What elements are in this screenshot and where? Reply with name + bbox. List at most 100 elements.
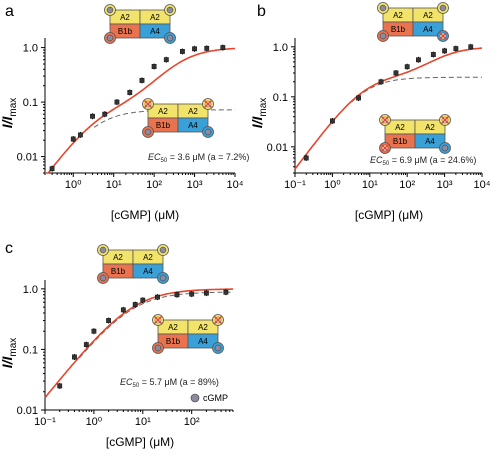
channel-cartoon-top-label-1: A2 (143, 253, 153, 262)
ec50-label-sub: 50 (133, 383, 140, 389)
channel-cartoon-bottom-site-3 (204, 128, 212, 136)
channel-cartoon-bottom-site-2 (154, 344, 162, 352)
x-tick-label: 10⁻¹ (284, 179, 306, 191)
data-point (442, 48, 447, 54)
channel-cartoon-bottom-label-3: A4 (425, 137, 435, 146)
data-point (330, 118, 335, 124)
data-point (468, 44, 474, 50)
data-point (179, 49, 185, 54)
y-tick-label: 0.1 (23, 97, 38, 109)
data-point (356, 95, 361, 101)
legend-label: cGMP (203, 393, 228, 403)
y-axis-title: I/Imax (249, 98, 269, 129)
channel-cartoon-bottom-label-0: A2 (168, 323, 178, 332)
data-point (430, 52, 436, 57)
channel-cartoon-bottom-label-2: B1b (156, 121, 171, 130)
channel-cartoon-bottom-ko-b-1 (440, 115, 450, 125)
ec50-label: EC50 = 6.9 μM (a = 24.6%) (370, 155, 476, 167)
channel-cartoon-bottom-label-2: B1b (393, 137, 408, 146)
data-point (404, 64, 410, 70)
x-axis-title: [cGMP] (μM) (106, 435, 174, 449)
data-point (127, 90, 133, 95)
data-point (453, 46, 459, 52)
x-tick-label: 10¹ (135, 416, 151, 428)
data-point (393, 70, 399, 76)
y-tick-label: 0.1 (23, 344, 38, 356)
ec50-label: EC50 = 3.6 μM (a = 7.2%) (148, 152, 249, 164)
channel-cartoon-top-label-0: A2 (120, 13, 130, 22)
channel-cartoon-bottom-label-0: A2 (158, 107, 168, 116)
channel-cartoon-top-label-0: A2 (393, 11, 403, 20)
data-point (174, 292, 180, 298)
panel-letter: c (5, 240, 13, 257)
channel-cartoon-bottom-label-1: A2 (425, 123, 435, 132)
ec50-label-main: EC (120, 377, 133, 387)
data-point (72, 354, 77, 360)
total-fit-line (45, 47, 236, 174)
x-tick-label: 10⁴ (227, 179, 244, 191)
data-point (114, 99, 120, 105)
data-point (378, 79, 384, 85)
channel-cartoon-bottom-label-3: A4 (198, 337, 208, 346)
ec50-label-value: = 5.7 μM (a = 89%) (139, 377, 219, 387)
y-tick-label: 1.0 (23, 43, 38, 55)
y-axis-title-main: I/I (249, 116, 265, 129)
ec50-label-main: EC (148, 152, 161, 162)
channel-cartoon-bottom-label-1: A2 (198, 323, 208, 332)
channel-cartoon-bottom-ko-b-1 (203, 99, 213, 109)
x-tick-label: 10² (146, 179, 162, 191)
ec50-label-main: EC (370, 155, 383, 165)
data-point (140, 297, 146, 303)
channel-cartoon-bottom-ko-b-2 (380, 143, 390, 153)
x-tick-label: 10¹ (106, 179, 122, 191)
data-point (90, 113, 95, 119)
x-tick-label: 10¹ (362, 179, 378, 191)
data-point (203, 290, 209, 296)
channel-cartoon-top-site-0 (99, 246, 107, 254)
y-tick-label: 1.0 (23, 284, 38, 296)
channel-cartoon-top-a4 (132, 263, 164, 279)
channel-cartoon-top-label-2: B1b (118, 27, 133, 36)
data-point (91, 328, 97, 334)
data-point (220, 45, 226, 50)
ec50-label-sub: 50 (161, 158, 168, 164)
ec50-label-value: = 3.6 μM (a = 7.2%) (167, 152, 249, 162)
data-point (106, 318, 112, 323)
channel-cartoon-bottom-a4 (414, 133, 446, 149)
panel-letter: b (257, 3, 266, 20)
channel-cartoon-top-label-1: A2 (150, 13, 160, 22)
channel-cartoon-bottom-ko-b-0 (143, 99, 153, 109)
y-axis-title: I/Imax (0, 338, 19, 369)
y-axis-title-sub: max (8, 338, 19, 357)
x-tick-label: 10⁻¹ (34, 416, 56, 428)
channel-cartoon-bottom-site-2 (144, 128, 152, 136)
x-tick-label: 10⁰ (65, 179, 82, 191)
data-point (132, 302, 138, 307)
channel-cartoon-top-label-3: A4 (423, 25, 433, 34)
x-tick-label: 10³ (437, 179, 453, 191)
channel-cartoon-top-site-1 (159, 246, 167, 254)
data-point (77, 132, 83, 138)
channel-cartoon-bottom-label-2: B1b (166, 337, 181, 346)
data-point (189, 291, 195, 297)
channel-cartoon-bottom-site-3 (441, 144, 449, 152)
channel-cartoon-top-site-2 (106, 34, 114, 42)
channel-cartoon-top-site-3 (166, 34, 174, 42)
data-point (151, 64, 157, 69)
x-tick-label: 10⁰ (324, 179, 341, 191)
total-fit-line (294, 47, 483, 170)
channel-cartoon-top-label-3: A4 (150, 27, 160, 36)
channel-cartoon-top-a4 (412, 21, 444, 37)
total-fit-line (44, 288, 233, 399)
data-point (204, 45, 210, 51)
x-tick-label: 10⁴ (474, 179, 491, 191)
ec50-label-sub: 50 (383, 161, 390, 167)
channel-cartoon-top-site-1 (166, 6, 174, 14)
x-tick-label: 10⁰ (86, 416, 103, 428)
data-point (192, 46, 197, 52)
y-tick-label: 1.0 (273, 42, 288, 54)
y-tick-label: 0.1 (273, 92, 288, 104)
channel-cartoon-top-site-0 (106, 6, 114, 14)
channel-cartoon-top-a4 (139, 23, 171, 39)
